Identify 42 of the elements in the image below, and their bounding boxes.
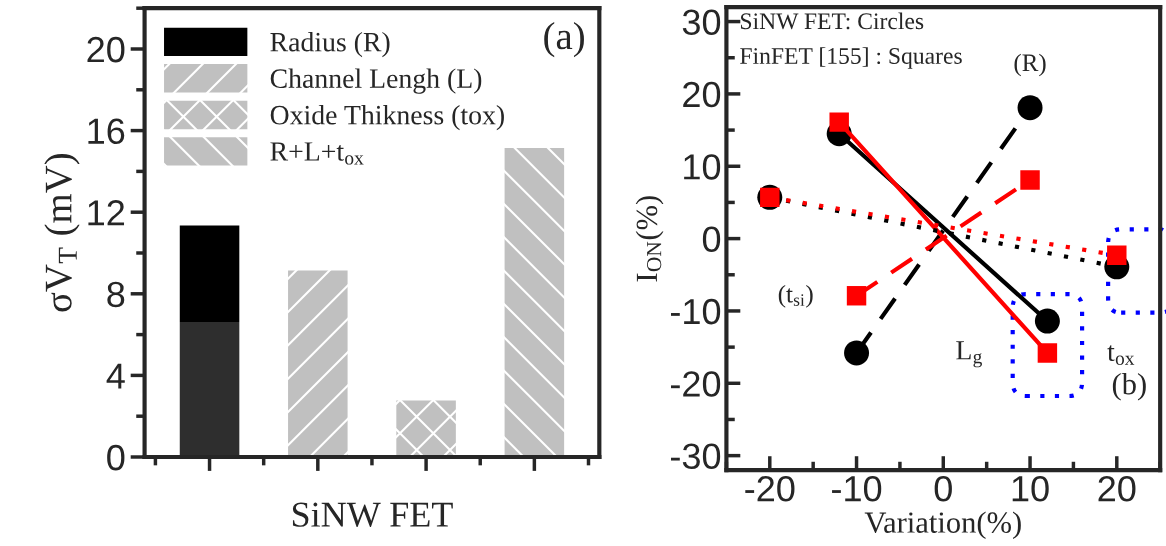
y-tick-label: 30	[682, 9, 721, 36]
y-tick-label: -20	[670, 371, 721, 397]
legend-label: Channel Lengh (L)	[270, 68, 482, 94]
point	[1020, 170, 1040, 190]
point	[846, 286, 867, 306]
legend-label: R+L+t$_{ox}$	[270, 142, 364, 165]
y-tick-label: 12	[88, 200, 125, 226]
point	[1034, 308, 1060, 334]
y-tick-label: 20	[683, 81, 721, 108]
annotation: (t$_{si}$)	[778, 284, 813, 308]
y-axis-title: σV$_{T}$ (mV)	[44, 153, 80, 312]
annotation: (R)	[1014, 53, 1046, 77]
y-tick-label: -30	[670, 443, 721, 470]
x-axis-title: Variation(%)	[864, 511, 1021, 540]
annotation: (b)	[1112, 372, 1146, 401]
point	[1107, 245, 1127, 265]
y-axis-title: I$_{ON}$(%)	[635, 196, 664, 282]
y-tick-label: 8	[107, 281, 125, 308]
y-tick-label: 0	[107, 444, 125, 471]
y-tick-label: 20	[87, 36, 125, 63]
x-tick-label: 20	[1098, 475, 1136, 502]
x-tick-label: 10	[1012, 475, 1049, 502]
legend-label: Oxide Thikness (tox)	[270, 104, 504, 131]
x-axis-title: SiNW FET	[292, 502, 453, 528]
y-tick-label: -10	[670, 298, 721, 325]
x-tick-label: 0	[934, 475, 952, 502]
point	[1017, 95, 1043, 121]
annotation: (a)	[544, 21, 584, 58]
annotation: SiNW FET: Circles	[741, 12, 924, 30]
legend-label: Radius (R)	[270, 31, 390, 58]
point	[844, 340, 870, 366]
x-tick-label: -10	[832, 475, 882, 502]
y-tick-label: 16	[88, 118, 125, 145]
x-tick-label: -20	[745, 475, 795, 502]
y-tick-label: 4	[106, 363, 125, 389]
point	[829, 112, 849, 132]
annotation: t$_{ox}$	[1107, 345, 1135, 365]
annotation: FinFET [155] : Squares	[740, 47, 962, 69]
point	[1037, 343, 1058, 363]
y-tick-label: 10	[684, 154, 721, 180]
y-tick-label: 0	[702, 226, 721, 253]
annotation: L$_{g}$	[956, 341, 982, 368]
